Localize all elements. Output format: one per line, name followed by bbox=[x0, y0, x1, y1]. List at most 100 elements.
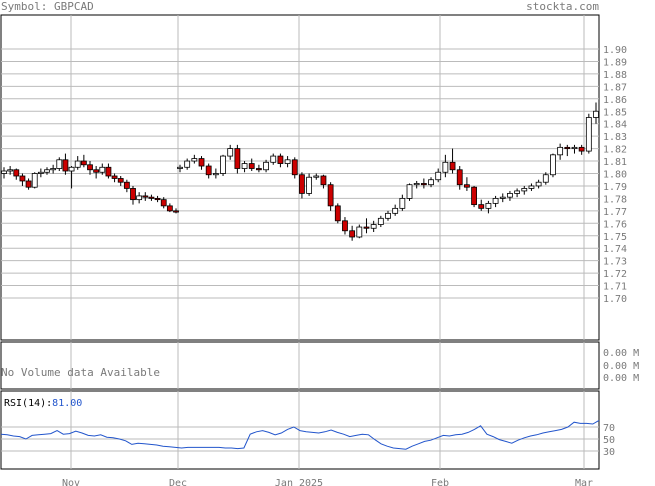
candle-up bbox=[542, 174, 549, 183]
candle-up bbox=[435, 171, 442, 181]
candle-down bbox=[578, 146, 585, 152]
price-tick-label: 1.74 bbox=[603, 244, 627, 255]
candle-down bbox=[93, 169, 100, 173]
candle-down bbox=[255, 168, 262, 171]
candle-down bbox=[334, 205, 341, 222]
candle-down bbox=[420, 183, 427, 186]
candle-up bbox=[499, 196, 506, 199]
symbol-label: Symbol: GBPCAD bbox=[1, 0, 94, 13]
candle-up bbox=[550, 154, 556, 176]
candle-up bbox=[442, 161, 449, 173]
price-tick-label: 1.90 bbox=[603, 45, 627, 56]
x-tick-label: Nov bbox=[62, 478, 80, 486]
candle-down bbox=[449, 161, 456, 171]
rsi-tick-label: 70 bbox=[603, 423, 615, 434]
candle-down bbox=[111, 175, 118, 179]
candle-up bbox=[593, 110, 599, 118]
candle-up bbox=[571, 146, 578, 149]
candle-up bbox=[184, 160, 191, 168]
price-tick-label: 1.82 bbox=[603, 145, 627, 156]
candle-up bbox=[370, 224, 377, 229]
site-watermark: stockta.com bbox=[526, 0, 599, 13]
candle-down bbox=[117, 178, 124, 183]
candle-down bbox=[13, 169, 20, 177]
candle-up bbox=[306, 176, 313, 194]
price-tick-label: 1.75 bbox=[603, 232, 627, 243]
volume-axis-label: 0.00 M bbox=[603, 348, 639, 359]
candle-down bbox=[342, 220, 348, 232]
price-tick-label: 1.71 bbox=[603, 282, 627, 293]
candle-up bbox=[191, 158, 198, 162]
candle-down bbox=[142, 195, 149, 198]
candle-up bbox=[507, 193, 513, 198]
candle-down bbox=[564, 146, 571, 149]
candle-up bbox=[557, 146, 564, 156]
price-tick-label: 1.76 bbox=[603, 219, 627, 230]
price-tick-label: 1.86 bbox=[603, 95, 627, 106]
candle-up bbox=[521, 188, 528, 192]
candle-up bbox=[220, 155, 226, 174]
candle-up bbox=[31, 173, 38, 188]
candle-up bbox=[535, 181, 542, 187]
candle-up bbox=[528, 185, 535, 189]
candle-down bbox=[166, 205, 173, 212]
candle-down bbox=[123, 181, 130, 189]
candle-down bbox=[320, 175, 327, 186]
price-tick-label: 1.72 bbox=[603, 269, 627, 280]
candle-down bbox=[154, 197, 161, 201]
price-tick-label: 1.78 bbox=[603, 194, 627, 205]
price-tick-label: 1.85 bbox=[603, 107, 627, 118]
candle-up bbox=[212, 173, 219, 176]
candle-down bbox=[291, 159, 298, 176]
candle-down bbox=[456, 169, 463, 186]
candle-down bbox=[173, 210, 179, 213]
no-volume-message: No Volume data Available bbox=[1, 366, 160, 379]
candle-down bbox=[87, 164, 93, 171]
volume-axis-label: 0.00 M bbox=[603, 373, 639, 384]
price-tick-label: 1.81 bbox=[603, 157, 627, 168]
rsi-label-prefix: RSI(14): bbox=[4, 398, 52, 409]
candle-down bbox=[198, 158, 205, 167]
candle-up bbox=[99, 166, 106, 173]
candle-up bbox=[413, 183, 420, 186]
x-tick-label: Mar bbox=[575, 478, 593, 486]
candle-down bbox=[349, 230, 356, 238]
candle-up bbox=[227, 148, 234, 157]
candle-down bbox=[130, 188, 136, 201]
candle-up bbox=[7, 169, 14, 172]
rsi-value: 81.00 bbox=[52, 398, 82, 409]
candle-down bbox=[80, 160, 87, 166]
x-tick-label: Jan 2025 bbox=[275, 478, 323, 486]
candle-down bbox=[25, 180, 32, 188]
candle-up bbox=[392, 207, 399, 214]
candle-up bbox=[136, 195, 143, 201]
candle-up bbox=[177, 166, 183, 169]
volume-panel-border bbox=[0, 341, 600, 390]
candle-up bbox=[313, 175, 320, 178]
volume-axis-label: 0.00 M bbox=[603, 361, 639, 372]
candle-up bbox=[385, 212, 391, 219]
price-panel-border bbox=[0, 14, 600, 341]
candle-up bbox=[406, 184, 413, 199]
candle-up bbox=[492, 197, 499, 204]
candle-down bbox=[471, 186, 477, 206]
candle-down bbox=[248, 163, 255, 169]
candle-up bbox=[241, 163, 248, 169]
candle-up bbox=[37, 171, 44, 174]
candle-down bbox=[205, 165, 212, 176]
candle-up bbox=[485, 202, 492, 209]
price-tick-label: 1.79 bbox=[603, 182, 627, 193]
candle-up bbox=[1, 170, 7, 174]
candle-up bbox=[74, 160, 81, 168]
candle-down bbox=[160, 199, 167, 207]
price-tick-label: 1.70 bbox=[603, 294, 627, 305]
rsi-line bbox=[0, 419, 600, 450]
candle-up bbox=[68, 166, 75, 172]
candle-up bbox=[356, 226, 363, 238]
candle-down bbox=[363, 226, 370, 229]
rsi-label: RSI(14):81.00 bbox=[4, 398, 82, 409]
candle-down bbox=[327, 184, 334, 207]
candle-down bbox=[277, 155, 284, 164]
price-tick-label: 1.77 bbox=[603, 207, 627, 218]
